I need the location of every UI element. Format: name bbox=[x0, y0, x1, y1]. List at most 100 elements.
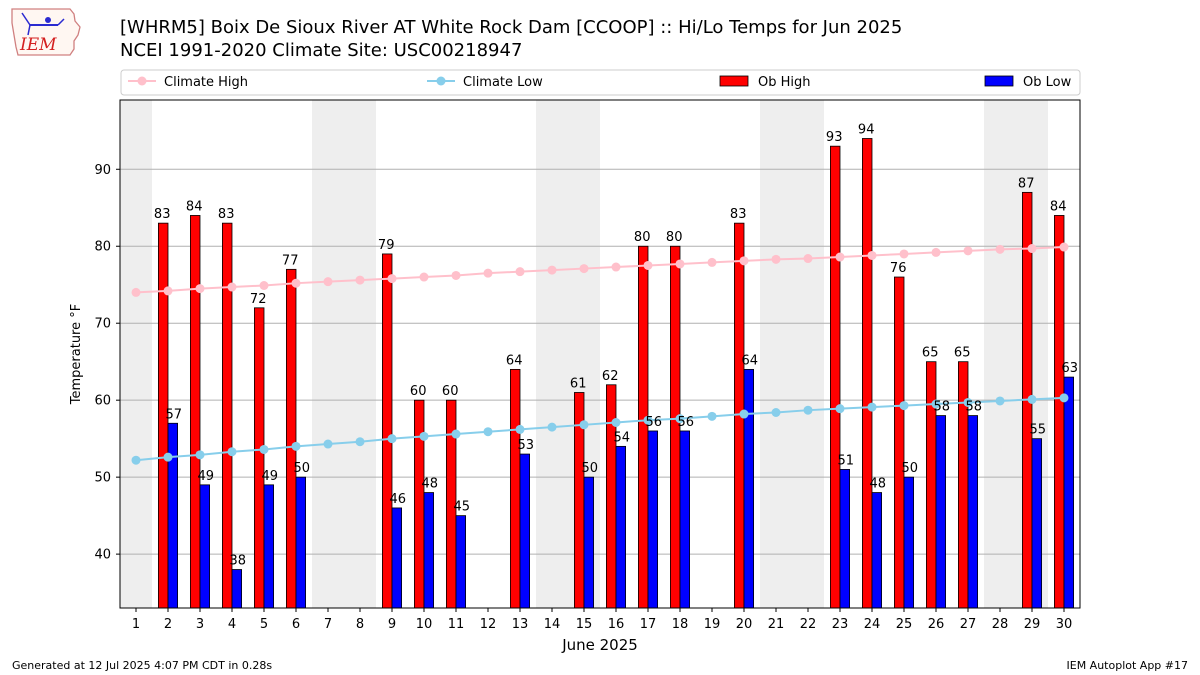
climate-low-point-19 bbox=[707, 411, 717, 421]
climate-lines bbox=[131, 242, 1069, 465]
climate-low-point-10 bbox=[419, 431, 429, 441]
gridlines bbox=[120, 168, 1080, 555]
climate-high-point-2 bbox=[163, 286, 173, 296]
weekend-shade-8 bbox=[344, 100, 376, 608]
ob-low-value-label: 63 bbox=[1062, 361, 1079, 376]
climate-low-point-13 bbox=[515, 424, 525, 434]
x-tick-label: 2 bbox=[164, 617, 172, 632]
ob-high-value-label: 77 bbox=[282, 253, 299, 268]
climate-low-point-28 bbox=[995, 396, 1005, 406]
climate-high-point-7 bbox=[323, 277, 333, 287]
x-tick-label: 29 bbox=[1024, 617, 1041, 632]
ob-low-value-label: 48 bbox=[422, 477, 439, 492]
chart-title: [WHRM5] Boix De Sioux River AT White Roc… bbox=[120, 17, 903, 38]
ob-high-bar-9 bbox=[381, 253, 393, 609]
y-tick-label: 60 bbox=[94, 394, 111, 409]
climate-low-point-20 bbox=[739, 409, 749, 419]
ob-low-value-label: 64 bbox=[742, 353, 759, 368]
climate-high-point-19 bbox=[707, 257, 717, 267]
y-tick-label: 50 bbox=[94, 471, 111, 486]
climate-high-point-12 bbox=[483, 268, 493, 278]
weekend-shade-1 bbox=[120, 100, 152, 608]
ob-low-value-label: 50 bbox=[582, 461, 599, 476]
x-tick-label: 24 bbox=[864, 617, 881, 632]
weekend-shade-7 bbox=[312, 100, 344, 608]
ob-high-value-label: 83 bbox=[218, 207, 235, 222]
climate-high-point-27 bbox=[963, 246, 973, 256]
ob-high-bar-6 bbox=[285, 268, 297, 609]
climate-low-point-11 bbox=[451, 429, 461, 439]
climate-high-point-4 bbox=[227, 282, 237, 292]
climate-high-point-3 bbox=[195, 284, 205, 294]
climate-low-point-2 bbox=[163, 452, 173, 462]
climate-low-point-3 bbox=[195, 450, 205, 460]
ob-low-value-label: 58 bbox=[966, 400, 983, 415]
climate-low-point-27 bbox=[963, 397, 973, 407]
ob-high-value-label: 94 bbox=[858, 122, 875, 137]
ob-low-value-label: 48 bbox=[870, 477, 887, 492]
ob-high-value-label: 84 bbox=[1050, 199, 1067, 214]
climate-high-point-11 bbox=[451, 270, 461, 280]
ob-high-bar-10 bbox=[413, 399, 425, 609]
ob-high-value-label: 83 bbox=[154, 207, 171, 222]
ob-high-bar-23 bbox=[830, 145, 841, 609]
ob-high-value-label: 84 bbox=[186, 199, 203, 214]
ob-high-value-label: 79 bbox=[378, 238, 395, 253]
legend-item-climate-low: Climate Low bbox=[427, 75, 543, 90]
x-tick-label: 26 bbox=[928, 617, 945, 632]
ob-high-value-label: 62 bbox=[602, 369, 619, 384]
climate-high-point-16 bbox=[611, 262, 621, 272]
x-tick-label: 27 bbox=[960, 617, 977, 632]
ob-high-bar-24 bbox=[862, 138, 873, 609]
ob-low-bar-9 bbox=[391, 507, 403, 609]
ob-low-value-label: 56 bbox=[678, 415, 695, 430]
climate-high-point-5 bbox=[259, 280, 269, 290]
x-tick-label: 18 bbox=[672, 617, 689, 632]
ob-low-bar-25 bbox=[903, 476, 915, 609]
climate-high-point-23 bbox=[835, 252, 845, 262]
climate-low-point-23 bbox=[835, 404, 845, 414]
x-axis-label: June 2025 bbox=[561, 636, 638, 654]
ob-low-bar-18 bbox=[679, 430, 691, 609]
ob-high-value-label: 87 bbox=[1018, 176, 1035, 191]
climate-high-point-1 bbox=[131, 287, 141, 297]
x-tick-label: 16 bbox=[608, 617, 625, 632]
climate-high-point-8 bbox=[355, 275, 365, 285]
climate-high-point-30 bbox=[1059, 242, 1069, 252]
ob-high-value-label: 80 bbox=[666, 230, 683, 245]
ob-high-value-label: 60 bbox=[410, 384, 427, 399]
climate-high-point-22 bbox=[803, 254, 813, 264]
x-tick-label: 14 bbox=[544, 617, 561, 632]
climate-low-point-29 bbox=[1027, 394, 1037, 404]
ob-low-bar-17 bbox=[647, 430, 659, 609]
plot-frame bbox=[119, 99, 1081, 609]
legend-item-climate-high: Climate High bbox=[128, 75, 248, 90]
climate-high-point-20 bbox=[739, 256, 749, 266]
climate-high-point-24 bbox=[867, 250, 877, 260]
ob-low-value-label: 54 bbox=[614, 430, 631, 445]
climate-low-point-22 bbox=[803, 405, 813, 415]
generated-timestamp: Generated at 12 Jul 2025 4:07 PM CDT in … bbox=[12, 659, 273, 672]
ob-low-bar-3 bbox=[199, 484, 211, 609]
ob-low-value-label: 53 bbox=[518, 438, 535, 453]
x-tick-label: 11 bbox=[448, 617, 465, 632]
climate-high-point-21 bbox=[771, 254, 781, 264]
climate-low-point-16 bbox=[611, 418, 621, 428]
climate-high-point-15 bbox=[579, 264, 589, 274]
ob-low-bar-24 bbox=[871, 492, 883, 609]
climate-low-point-6 bbox=[291, 441, 301, 451]
chart-subtitle: NCEI 1991-2020 Climate Site: USC00218947 bbox=[120, 40, 523, 61]
climate-high-point-13 bbox=[515, 267, 525, 277]
climate-low-point-14 bbox=[547, 422, 557, 432]
climate-low-point-1 bbox=[131, 455, 141, 465]
climate-low-point-25 bbox=[899, 401, 909, 411]
x-tick-label: 17 bbox=[640, 617, 657, 632]
ob-low-bar-20 bbox=[743, 368, 755, 609]
climate-low-point-12 bbox=[483, 427, 493, 437]
iem-logo: IEM bbox=[11, 8, 81, 56]
climate-high-line bbox=[135, 246, 1065, 294]
ob-low-bar-5 bbox=[263, 484, 275, 609]
climate-high-point-14 bbox=[547, 265, 557, 275]
climate-high-point-17 bbox=[643, 260, 653, 270]
ob-high-bar-3 bbox=[189, 215, 201, 609]
